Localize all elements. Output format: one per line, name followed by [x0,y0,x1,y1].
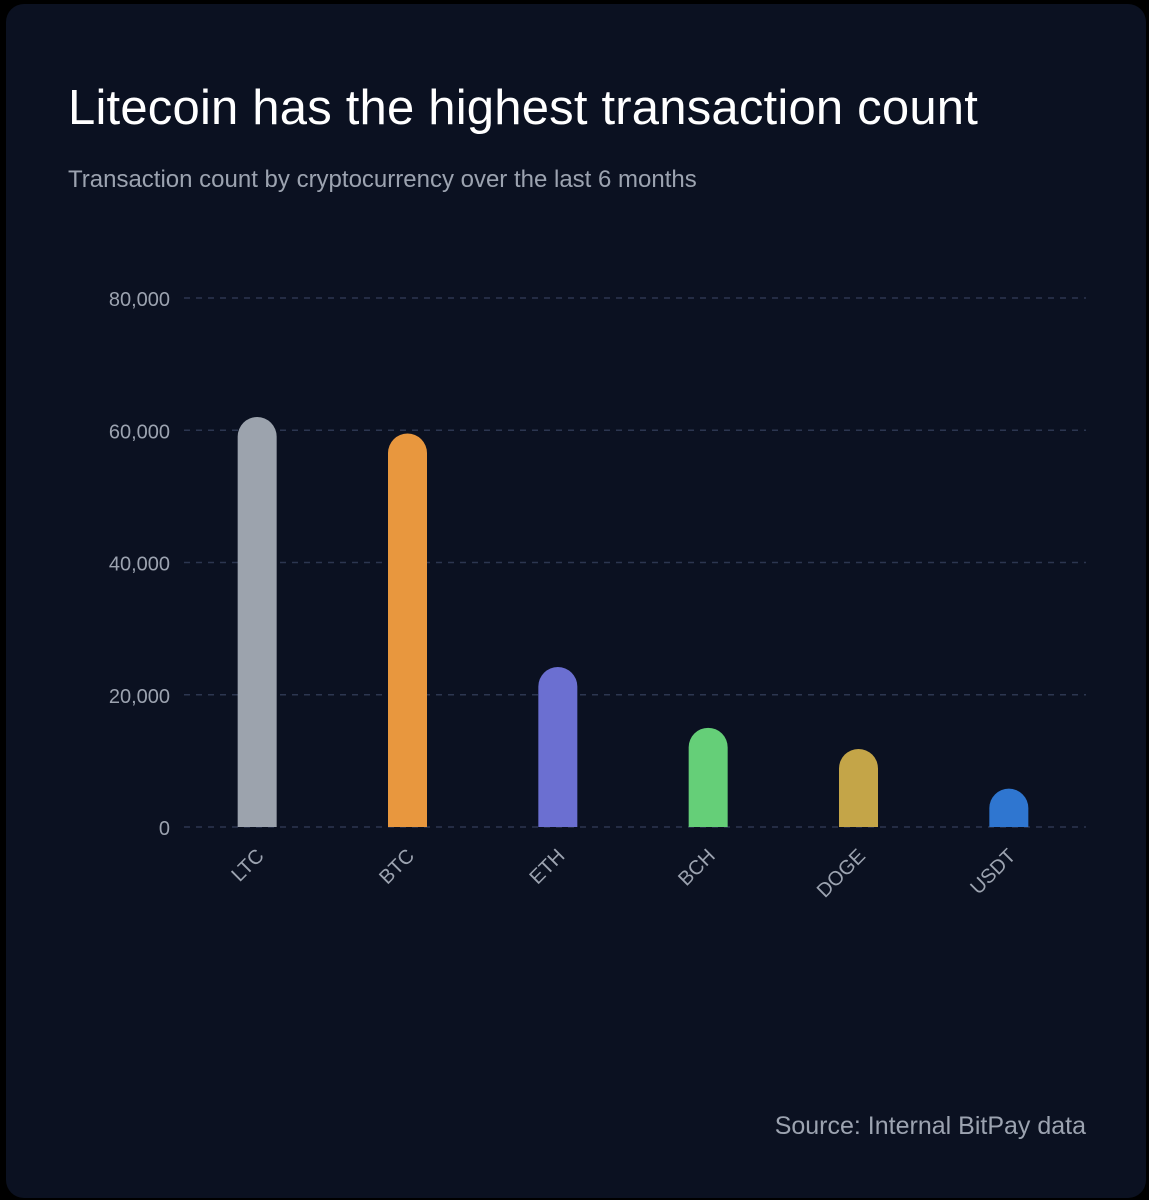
y-tick-label: 0 [159,818,170,840]
y-tick-label: 40,000 [109,554,170,576]
bar-eth [538,666,578,827]
chart-subtitle: Transaction count by cryptocurrency over… [68,166,697,193]
x-tick-label: BTC [375,845,419,889]
bar-btc [388,433,427,827]
bar-ltc [237,417,277,827]
bar-bch [688,727,728,827]
x-tick-label: USDT [966,845,1020,899]
y-tick-label: 60,000 [109,421,170,443]
source-note: Source: Internal BitPay data [774,1112,1086,1140]
bar-doge [839,748,878,827]
x-tick-label: DOGE [813,845,870,902]
bar-usdt [989,788,1029,827]
y-tick-label: 80,000 [109,289,170,311]
y-tick-label: 20,000 [109,686,170,708]
chart-card: Litecoin has the highest transaction cou… [6,4,1146,1198]
x-tick-label: BCH [674,845,719,890]
bar-chart: 0 20,000 40,000 60,000 80,000 LTC BTC ETH BCH DOG… [109,289,1086,902]
chart-title: Litecoin has the highest transaction cou… [68,81,979,135]
x-tick-label: ETH [526,845,570,889]
x-tick-label: LTC [227,845,268,886]
